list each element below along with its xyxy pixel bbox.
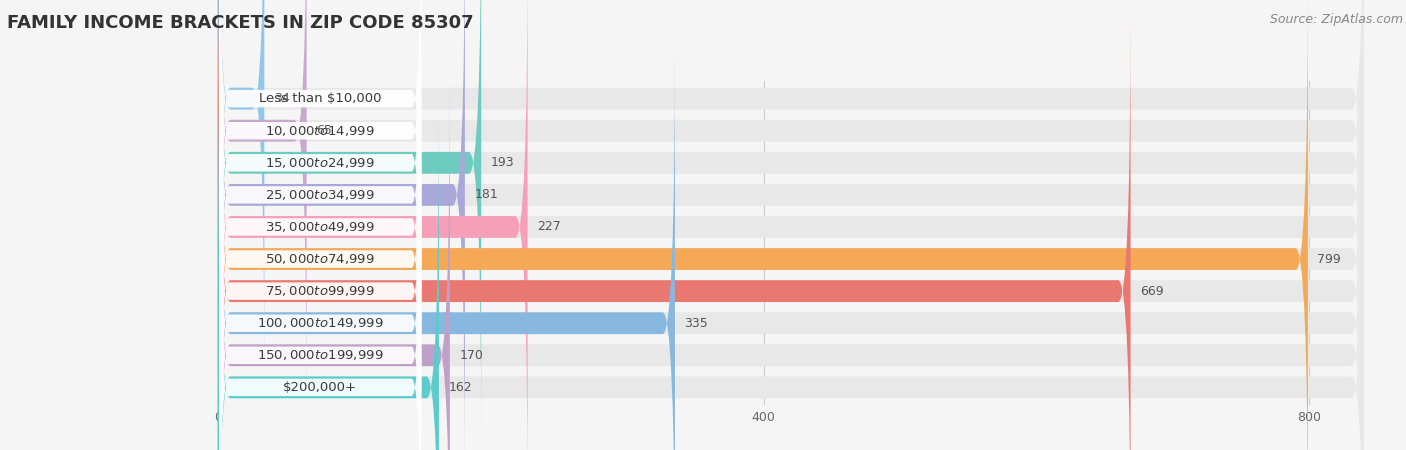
FancyBboxPatch shape	[218, 109, 1364, 450]
FancyBboxPatch shape	[219, 140, 422, 450]
FancyBboxPatch shape	[218, 0, 1308, 450]
FancyBboxPatch shape	[218, 0, 1364, 377]
Text: 193: 193	[491, 156, 515, 169]
FancyBboxPatch shape	[218, 0, 1364, 450]
FancyBboxPatch shape	[219, 43, 422, 450]
FancyBboxPatch shape	[219, 75, 422, 450]
FancyBboxPatch shape	[218, 0, 1364, 441]
Text: 34: 34	[274, 92, 290, 105]
FancyBboxPatch shape	[219, 0, 422, 378]
Text: 799: 799	[1317, 252, 1341, 266]
Text: FAMILY INCOME BRACKETS IN ZIP CODE 85307: FAMILY INCOME BRACKETS IN ZIP CODE 85307	[7, 14, 474, 32]
FancyBboxPatch shape	[218, 45, 675, 450]
Text: $150,000 to $199,999: $150,000 to $199,999	[257, 348, 384, 362]
Text: 65: 65	[316, 124, 332, 137]
FancyBboxPatch shape	[219, 0, 422, 315]
FancyBboxPatch shape	[218, 0, 1364, 450]
FancyBboxPatch shape	[219, 11, 422, 443]
FancyBboxPatch shape	[218, 0, 465, 450]
FancyBboxPatch shape	[218, 0, 264, 377]
FancyBboxPatch shape	[219, 171, 422, 450]
FancyBboxPatch shape	[219, 0, 422, 346]
Text: $35,000 to $49,999: $35,000 to $49,999	[266, 220, 375, 234]
Text: 669: 669	[1140, 284, 1164, 297]
FancyBboxPatch shape	[218, 109, 439, 450]
FancyBboxPatch shape	[218, 77, 450, 450]
FancyBboxPatch shape	[218, 45, 1364, 450]
FancyBboxPatch shape	[218, 0, 1364, 409]
FancyBboxPatch shape	[218, 0, 1364, 450]
FancyBboxPatch shape	[218, 0, 481, 441]
FancyBboxPatch shape	[218, 14, 1364, 450]
Text: $200,000+: $200,000+	[283, 381, 357, 394]
Text: 181: 181	[474, 189, 498, 202]
FancyBboxPatch shape	[219, 0, 422, 411]
Text: $25,000 to $34,999: $25,000 to $34,999	[266, 188, 375, 202]
Text: $75,000 to $99,999: $75,000 to $99,999	[266, 284, 375, 298]
Text: 227: 227	[537, 220, 561, 234]
Text: $100,000 to $149,999: $100,000 to $149,999	[257, 316, 384, 330]
FancyBboxPatch shape	[218, 0, 307, 409]
FancyBboxPatch shape	[218, 0, 527, 450]
Text: $15,000 to $24,999: $15,000 to $24,999	[266, 156, 375, 170]
Text: $50,000 to $74,999: $50,000 to $74,999	[266, 252, 375, 266]
FancyBboxPatch shape	[218, 14, 1130, 450]
Text: $10,000 to $14,999: $10,000 to $14,999	[266, 124, 375, 138]
Text: 162: 162	[449, 381, 472, 394]
Text: 335: 335	[685, 317, 709, 330]
FancyBboxPatch shape	[218, 77, 1364, 450]
FancyBboxPatch shape	[219, 108, 422, 450]
Text: Less than $10,000: Less than $10,000	[259, 92, 381, 105]
Text: Source: ZipAtlas.com: Source: ZipAtlas.com	[1270, 14, 1403, 27]
Text: 170: 170	[460, 349, 484, 362]
